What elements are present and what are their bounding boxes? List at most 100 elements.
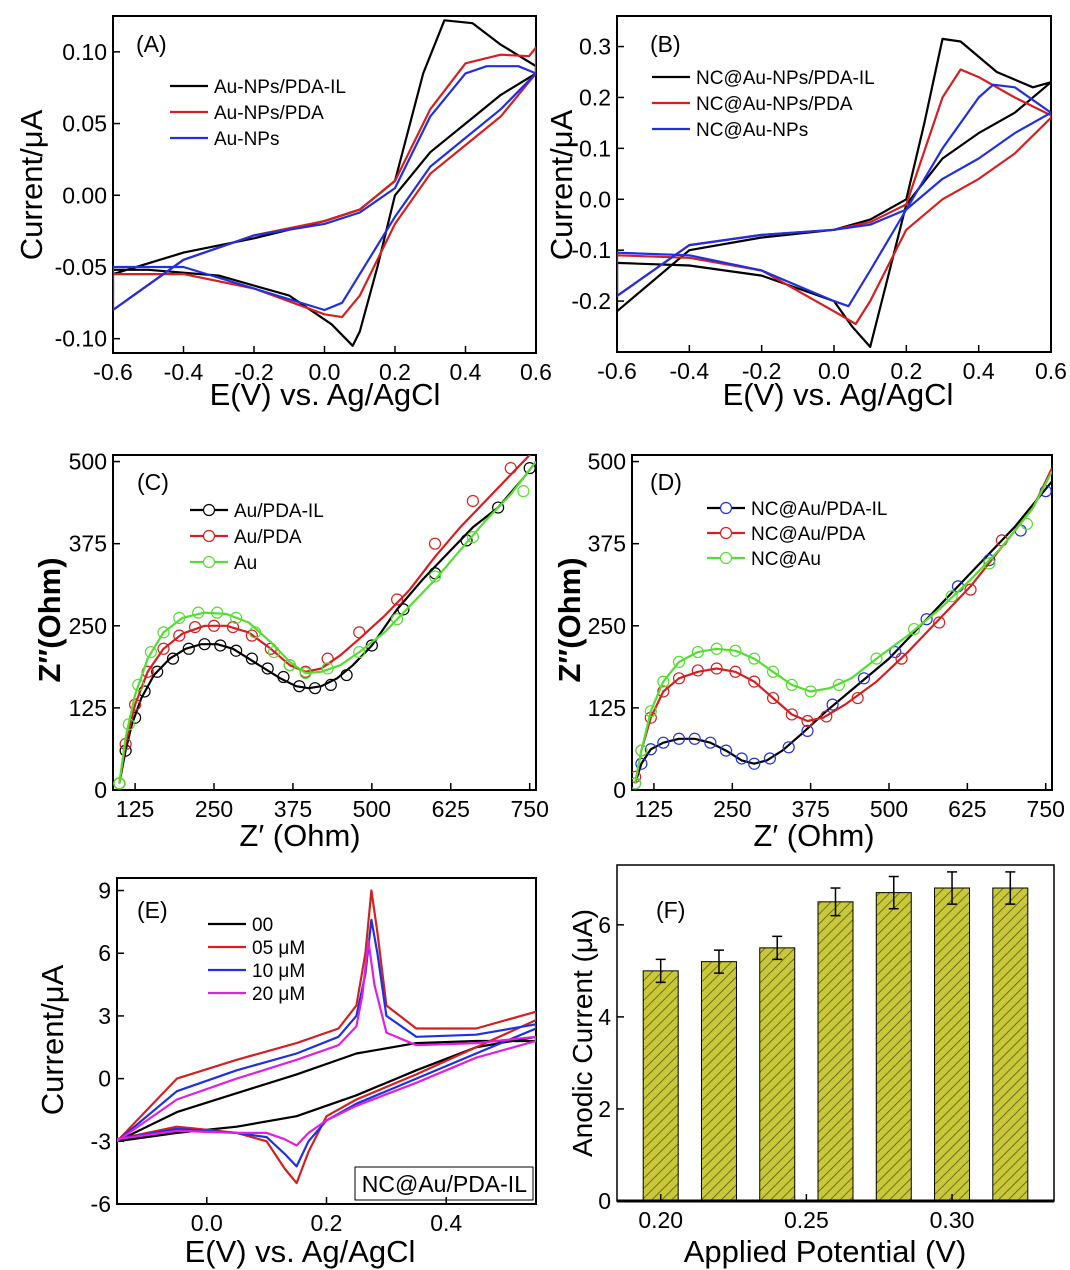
y-tick-label: 0: [94, 777, 107, 803]
x-tick-label: 0.4: [430, 1210, 462, 1236]
data-point: [763, 752, 777, 765]
y-axis-label: Anodic Current (μA): [567, 909, 598, 1157]
data-point: [166, 652, 180, 665]
y-tick-label: 125: [588, 695, 626, 721]
annotation-box: [354, 1166, 534, 1201]
data-point: [226, 620, 240, 634]
x-tick-label: -0.2: [742, 358, 782, 384]
axis-ticks: 0.0 0.2 0.4 -6 -3 0 3 6 9: [91, 878, 463, 1236]
y-tick-label: 250: [69, 613, 107, 639]
legend: Au/PDA-IL Au/PDA Au: [190, 501, 324, 574]
series-line: [113, 19, 536, 347]
x-axis-label: Applied Potential (V): [684, 1234, 967, 1269]
data-point: [782, 741, 795, 754]
data-point: [832, 678, 845, 692]
legend-marker: [202, 503, 216, 517]
data-point: [710, 642, 723, 655]
series-group: [117, 889, 536, 1185]
plot-frame: [112, 15, 537, 354]
data-point: [211, 606, 224, 619]
data-point: [466, 531, 479, 544]
data-point: [632, 777, 642, 790]
data-point: [933, 616, 946, 629]
data-point: [672, 655, 686, 669]
data-point: [691, 664, 704, 677]
series-line: [113, 46, 536, 319]
data-point: [657, 685, 670, 698]
data-point: [785, 708, 798, 721]
x-tick-label: 750: [510, 796, 548, 822]
y-tick-label: 500: [69, 449, 107, 475]
x-tick-label: 0.20: [638, 1207, 683, 1233]
y-tick-label: 0.1: [579, 135, 611, 161]
data-point: [735, 752, 748, 765]
panel-label: (E): [137, 897, 168, 923]
data-point: [340, 668, 353, 682]
data-point: [261, 662, 274, 675]
data-point: [144, 645, 157, 659]
y-tick-label: -0.2: [571, 288, 611, 314]
data-point: [889, 645, 902, 659]
data-point: [321, 652, 334, 665]
y-tick-label: 375: [588, 531, 626, 557]
series-line: [117, 1035, 536, 1143]
y-tick-label: -6: [91, 1191, 111, 1217]
panel-label: (A): [136, 31, 167, 57]
legend-marker: [719, 551, 733, 565]
legend: NC@Au/PDA-IL NC@Au/PDA NC@Au: [707, 499, 888, 570]
bar: [875, 892, 912, 1202]
bar: [817, 901, 854, 1202]
legend-label: Au: [234, 553, 257, 574]
x-axis-label: Z′ (Ohm): [753, 818, 874, 853]
data-point: [122, 718, 135, 731]
series-line: [117, 918, 536, 1168]
legend-label: NC@Au/PDA-IL: [751, 499, 888, 520]
data-point: [1020, 517, 1034, 531]
series-line: [634, 467, 1052, 784]
panel-c: 125 250 375 500 625 750 0 125 250 375 500 Au/PDA-I…: [32, 449, 549, 853]
data-point: [964, 583, 977, 596]
data-point: [182, 642, 195, 655]
legend: NC@Au-NPs/PDA-IL NC@Au-NPs/PDA NC@Au-NPs: [652, 68, 875, 141]
data-point: [324, 678, 337, 692]
y-tick-label: 0.2: [579, 84, 611, 110]
data-point: [804, 685, 817, 698]
data-point: [857, 672, 871, 685]
series-line: [118, 460, 536, 784]
x-tick-label: 375: [274, 796, 312, 822]
data-point: [267, 645, 281, 659]
data-point: [353, 645, 366, 659]
data-point: [230, 644, 243, 657]
y-tick-label: 9: [98, 878, 111, 904]
x-axis-label: E(V) vs. Ag/AgCl: [185, 1234, 416, 1269]
x-axis-label: E(V) vs. Ag/AgCl: [723, 377, 954, 412]
data-point: [983, 557, 996, 570]
data-point: [504, 462, 517, 475]
data-point: [785, 678, 798, 692]
x-tick-label: -0.4: [670, 358, 710, 384]
y-tick-label: 0.3: [579, 34, 611, 60]
data-point: [460, 534, 473, 547]
axis-ticks: 125 250 375 500 625 750 0 125 250 375 500: [69, 449, 549, 822]
y-tick-label: -3: [91, 1128, 111, 1154]
data-point: [492, 501, 505, 514]
y-axis-label: Current/μA: [544, 109, 579, 260]
data-point: [895, 652, 908, 665]
y-axis-label: Z″(Ohm): [32, 557, 67, 682]
x-tick-label: 0.30: [930, 1207, 975, 1233]
y-tick-label: 500: [588, 449, 626, 475]
panel-a: -0.6 -0.4 -0.2 0.0 0.2 0.4 0.6 -0.10 -0.05 0.00 0.…: [14, 15, 552, 412]
legend-label: Au-NPs: [214, 129, 279, 150]
data-point: [748, 675, 761, 688]
y-tick-label: 250: [588, 613, 626, 639]
data-point: [391, 593, 404, 606]
panel-label: (C): [137, 469, 169, 495]
plot-frame: [631, 454, 1053, 791]
bar: [934, 887, 971, 1202]
data-point: [321, 662, 334, 675]
data-point: [766, 691, 780, 705]
y-tick-label: 0: [98, 1066, 111, 1092]
data-point: [748, 757, 761, 770]
